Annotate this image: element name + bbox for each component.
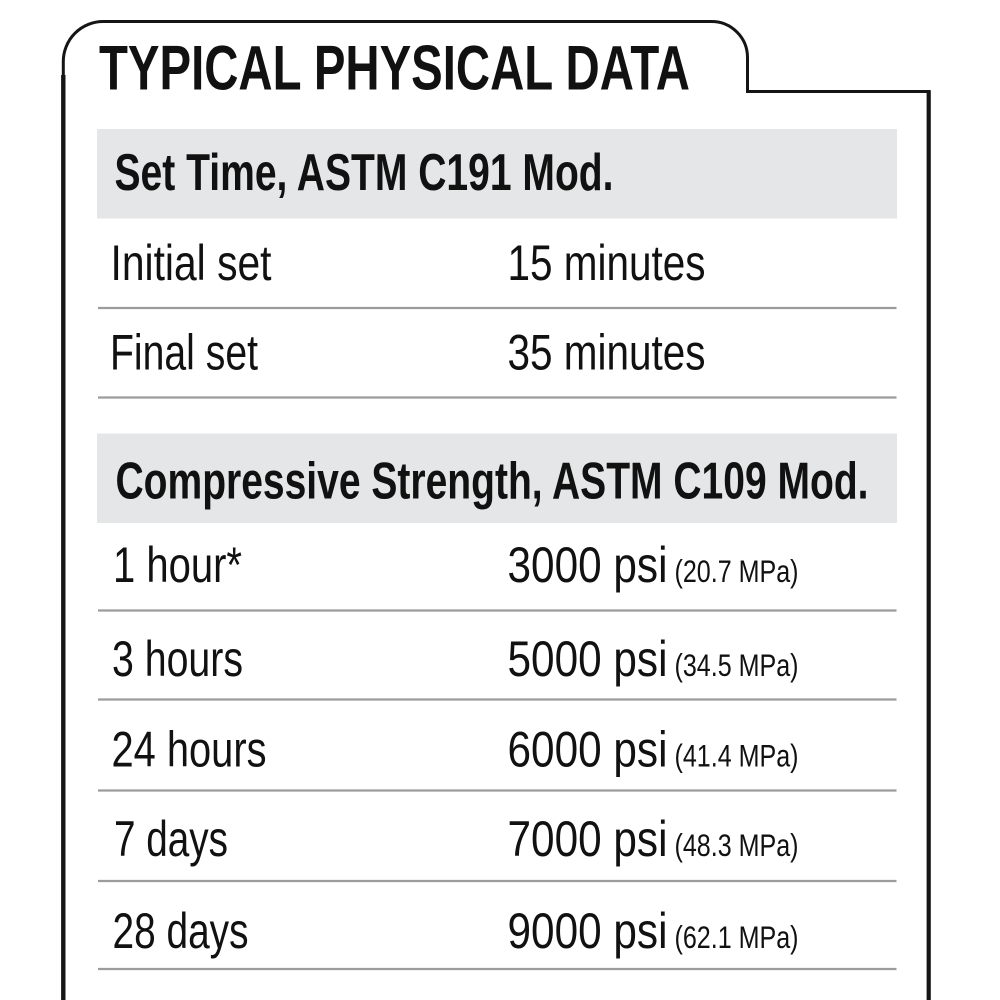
svg-text:15 minutes: 15 minutes — [508, 235, 706, 291]
svg-text:Compressive Strength, ASTM C10: Compressive Strength, ASTM C109 Mod. — [116, 453, 869, 511]
svg-text:(62.1 MPa): (62.1 MPa) — [675, 919, 799, 955]
svg-text:3000 psi: 3000 psi — [508, 537, 668, 593]
svg-text:(34.5 MPa): (34.5 MPa) — [675, 647, 799, 683]
svg-text:1 hour*: 1 hour* — [113, 537, 242, 593]
svg-text:Initial set: Initial set — [111, 235, 272, 291]
svg-text:3 hours: 3 hours — [112, 631, 243, 687]
svg-text:7000 psi: 7000 psi — [508, 811, 668, 867]
svg-text:24 hours: 24 hours — [112, 722, 267, 778]
svg-text:Final set: Final set — [110, 325, 258, 381]
svg-text:35 minutes: 35 minutes — [508, 325, 706, 381]
svg-text:7 days: 7 days — [114, 811, 228, 867]
svg-text:(41.4 MPa): (41.4 MPa) — [675, 738, 799, 774]
svg-text:28 days: 28 days — [113, 903, 249, 959]
svg-text:9000 psi: 9000 psi — [508, 903, 668, 959]
svg-text:6000 psi: 6000 psi — [508, 722, 668, 778]
svg-text:5000 psi: 5000 psi — [508, 631, 668, 687]
svg-text:Set Time, ASTM C191 Mod.: Set Time, ASTM C191 Mod. — [115, 144, 614, 202]
svg-text:(20.7 MPa): (20.7 MPa) — [675, 553, 799, 589]
svg-text:(48.3 MPa): (48.3 MPa) — [675, 827, 799, 863]
svg-text:TYPICAL PHYSICAL DATA: TYPICAL PHYSICAL DATA — [99, 34, 690, 104]
